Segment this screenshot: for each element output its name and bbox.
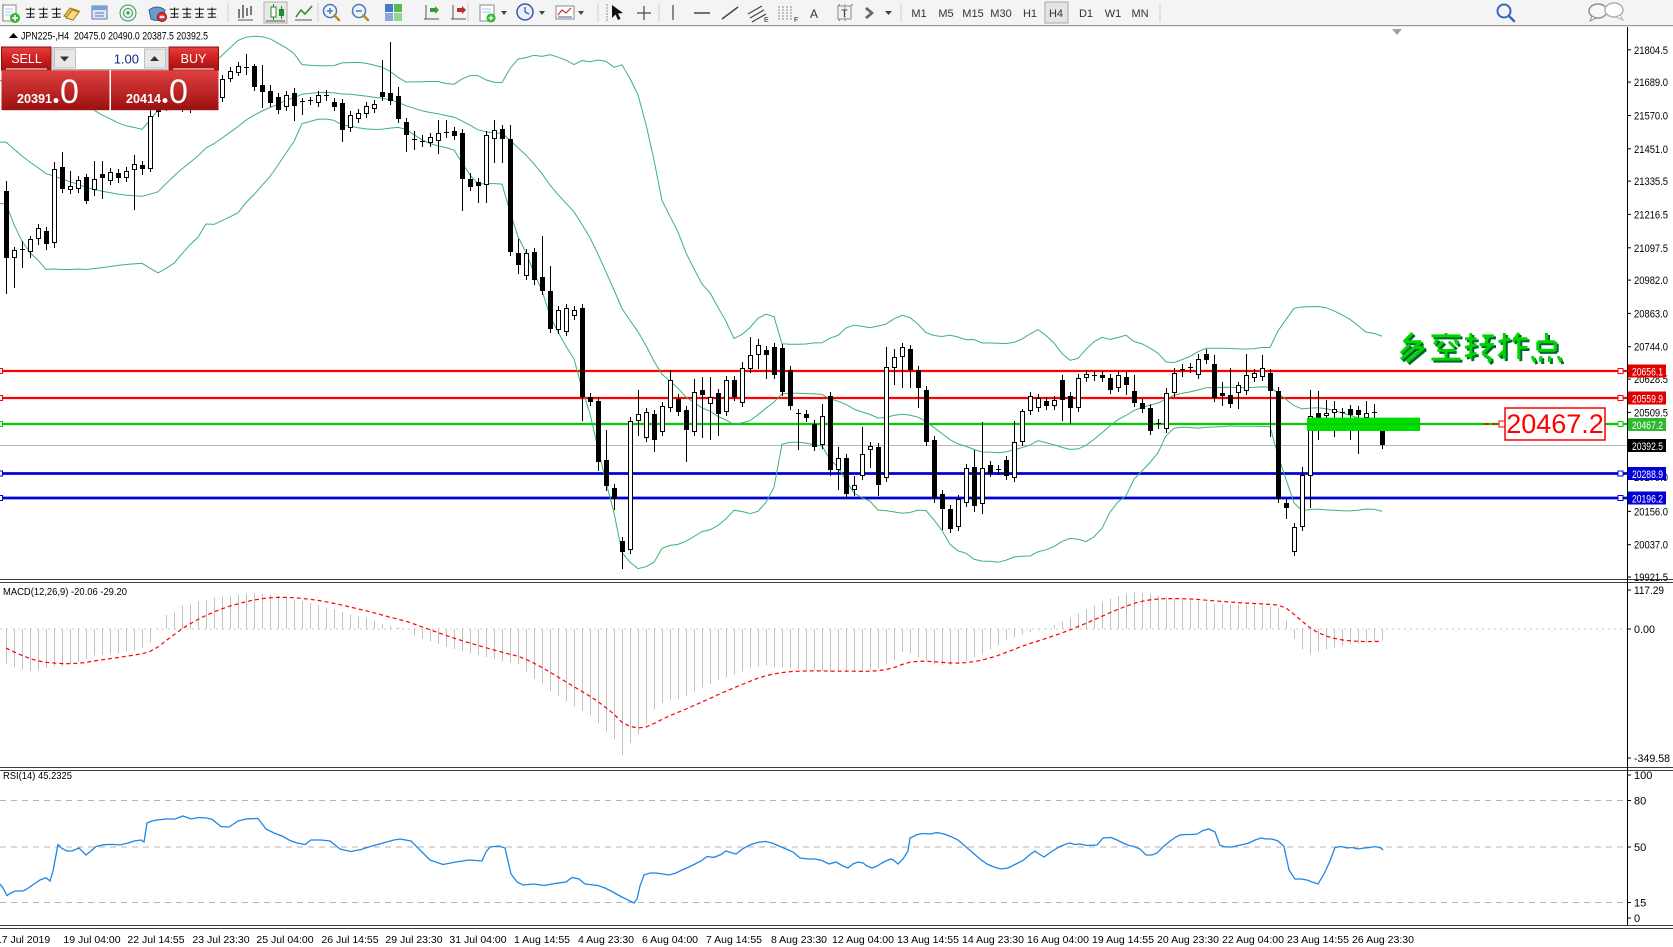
svg-text:25 Jul 04:00: 25 Jul 04:00 xyxy=(256,934,313,946)
svg-text:17 Jul 2019: 17 Jul 2019 xyxy=(0,934,50,946)
svg-text:16 Aug 04:00: 16 Aug 04:00 xyxy=(1027,934,1089,946)
svg-text:0: 0 xyxy=(1634,913,1640,925)
svg-text:20392.5: 20392.5 xyxy=(1632,441,1663,453)
svg-text:1.00: 1.00 xyxy=(114,52,139,67)
svg-text:20467.2: 20467.2 xyxy=(1632,420,1663,432)
svg-text:19 Jul 04:00: 19 Jul 04:00 xyxy=(63,934,120,946)
svg-text:13 Aug 14:55: 13 Aug 14:55 xyxy=(897,934,959,946)
svg-text:M1: M1 xyxy=(911,8,926,20)
svg-text:RSI(14) 45.2325: RSI(14) 45.2325 xyxy=(3,770,72,782)
svg-text:20863.0: 20863.0 xyxy=(1634,308,1668,320)
svg-text:26 Jul 14:55: 26 Jul 14:55 xyxy=(321,934,378,946)
svg-text:4 Aug 23:30: 4 Aug 23:30 xyxy=(578,934,634,946)
svg-text:1 Aug 14:55: 1 Aug 14:55 xyxy=(514,934,570,946)
svg-text:0: 0 xyxy=(169,73,188,111)
svg-text:F: F xyxy=(794,17,798,24)
svg-text:7 Aug 14:55: 7 Aug 14:55 xyxy=(706,934,762,946)
svg-text:20 Aug 23:30: 20 Aug 23:30 xyxy=(1157,934,1219,946)
svg-text:T: T xyxy=(841,8,848,20)
svg-text:A: A xyxy=(810,7,818,21)
svg-text:H4: H4 xyxy=(1049,8,1063,20)
svg-text:29 Jul 23:30: 29 Jul 23:30 xyxy=(385,934,442,946)
svg-text:21804.5: 21804.5 xyxy=(1634,45,1668,57)
svg-text:15: 15 xyxy=(1634,898,1646,910)
svg-text:-349.58: -349.58 xyxy=(1634,753,1670,765)
svg-text:12 Aug 04:00: 12 Aug 04:00 xyxy=(832,934,894,946)
svg-text:20744.0: 20744.0 xyxy=(1634,342,1668,354)
svg-text:117.29: 117.29 xyxy=(1634,585,1664,597)
svg-text:20656.1: 20656.1 xyxy=(1632,367,1663,379)
svg-text:M5: M5 xyxy=(938,8,953,20)
svg-text:20982.0: 20982.0 xyxy=(1634,275,1668,287)
svg-text:20467.2: 20467.2 xyxy=(1506,409,1604,439)
svg-text:21451.0: 21451.0 xyxy=(1634,144,1668,156)
svg-text:SELL: SELL xyxy=(11,52,42,66)
svg-text:BUY: BUY xyxy=(181,52,207,66)
svg-text:23 Aug 14:55: 23 Aug 14:55 xyxy=(1287,934,1349,946)
svg-text:MN: MN xyxy=(1131,8,1148,20)
svg-text:20391: 20391 xyxy=(17,91,52,106)
svg-text:23 Jul 23:30: 23 Jul 23:30 xyxy=(192,934,249,946)
svg-text:W1: W1 xyxy=(1105,8,1122,20)
svg-text:0: 0 xyxy=(60,73,79,111)
svg-text:JPN225-,H4: JPN225-,H4 xyxy=(21,31,69,43)
svg-text:31 Jul 04:00: 31 Jul 04:00 xyxy=(449,934,506,946)
svg-text:20196.2: 20196.2 xyxy=(1632,494,1663,506)
svg-text:19 Aug 14:55: 19 Aug 14:55 xyxy=(1092,934,1154,946)
svg-text:21097.5: 21097.5 xyxy=(1634,243,1668,255)
svg-text:20559.9: 20559.9 xyxy=(1632,394,1663,406)
svg-text:0.00: 0.00 xyxy=(1634,624,1655,636)
svg-text:26 Aug 23:30: 26 Aug 23:30 xyxy=(1352,934,1414,946)
svg-text:M15: M15 xyxy=(962,8,983,20)
svg-text:20475.0 20490.0 20387.5 20392.: 20475.0 20490.0 20387.5 20392.5 xyxy=(74,31,208,43)
svg-text:8 Aug 23:30: 8 Aug 23:30 xyxy=(771,934,827,946)
svg-text:21570.0: 21570.0 xyxy=(1634,111,1668,123)
svg-text:20156.0: 20156.0 xyxy=(1634,506,1668,518)
svg-text:6 Aug 04:00: 6 Aug 04:00 xyxy=(642,934,698,946)
svg-text:50: 50 xyxy=(1634,842,1646,854)
svg-text:21335.5: 21335.5 xyxy=(1634,176,1668,188)
svg-text:MACD(12,26,9) -20.06 -29.20: MACD(12,26,9) -20.06 -29.20 xyxy=(3,586,127,598)
svg-text:22 Jul 14:55: 22 Jul 14:55 xyxy=(127,934,184,946)
svg-text:E: E xyxy=(764,17,769,24)
svg-text:20288.9: 20288.9 xyxy=(1632,469,1663,481)
svg-text:20414: 20414 xyxy=(126,91,162,106)
svg-text:19921.5: 19921.5 xyxy=(1634,572,1668,584)
svg-text:22 Aug 04:00: 22 Aug 04:00 xyxy=(1222,934,1284,946)
svg-text:20509.5: 20509.5 xyxy=(1634,407,1668,419)
svg-text:D1: D1 xyxy=(1079,8,1093,20)
svg-text:80: 80 xyxy=(1634,796,1646,808)
svg-text:H1: H1 xyxy=(1023,8,1037,20)
svg-text:14 Aug 23:30: 14 Aug 23:30 xyxy=(962,934,1024,946)
svg-text:20037.0: 20037.0 xyxy=(1634,540,1668,552)
svg-text:21689.0: 21689.0 xyxy=(1634,77,1668,89)
svg-text:21216.5: 21216.5 xyxy=(1634,209,1668,221)
svg-text:M30: M30 xyxy=(990,8,1011,20)
svg-text:100: 100 xyxy=(1634,770,1652,782)
